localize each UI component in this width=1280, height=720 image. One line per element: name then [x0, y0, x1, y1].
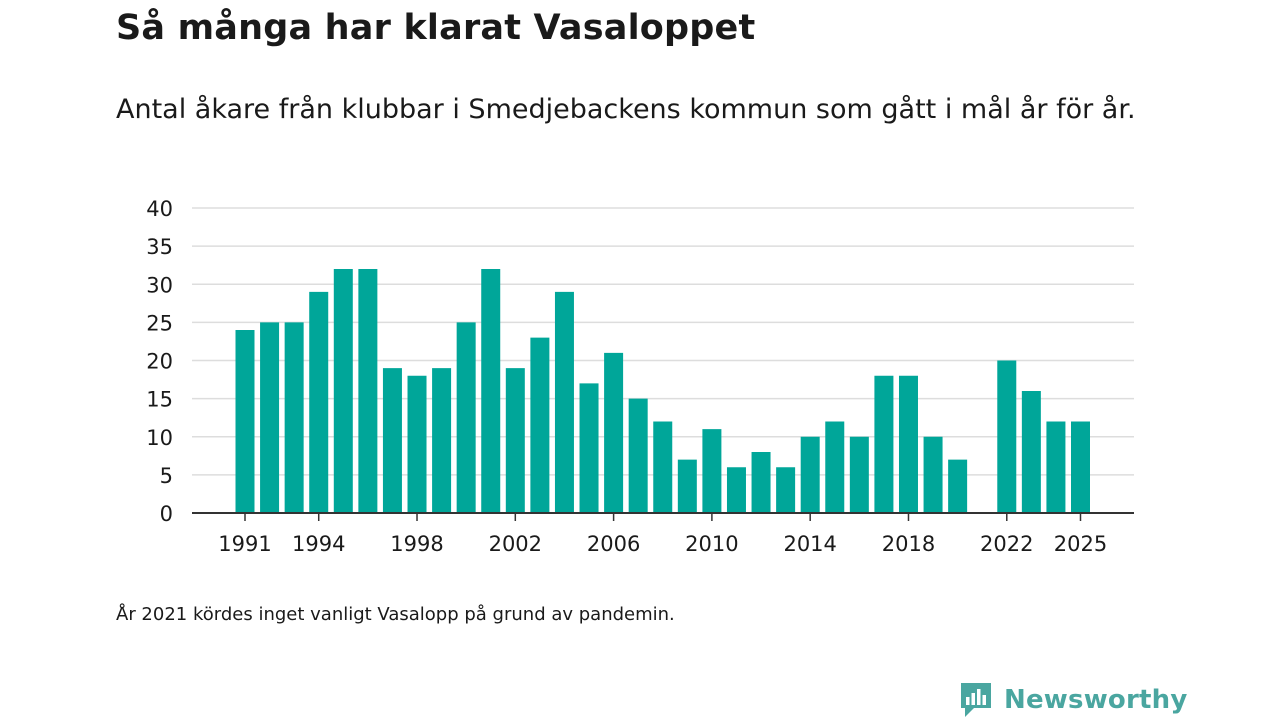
x-axis-ticks: 1991 1994 1998 2002 2006 2010 2014 2018 2022 2025 — [218, 513, 1107, 556]
bar: 2024: 12 — [1046, 421, 1066, 513]
bar: 2019: 10 — [923, 436, 943, 513]
bar: 2009: 7 — [677, 459, 697, 513]
x-tick-label: 2022 — [980, 532, 1033, 556]
bar: 2023: 16 — [1021, 391, 1041, 513]
bar: 2020: 7 — [948, 459, 968, 513]
bar: 2010: 11 — [702, 429, 722, 513]
bar: 2007: 15 — [628, 398, 648, 513]
bar: 2000: 25 — [456, 322, 476, 513]
bar: 1995: 32 — [333, 269, 353, 513]
bar: 2014: 10 — [800, 436, 820, 513]
bar: 1994: 29 — [309, 291, 329, 513]
bar: 1991: 24 — [235, 330, 255, 513]
y-tick-label: 15 — [146, 388, 173, 412]
bar: 2005: 17 — [579, 383, 599, 513]
newsworthy-logo-icon — [961, 683, 991, 717]
y-tick-label: 20 — [146, 350, 173, 374]
bar: 2003: 23 — [530, 337, 550, 513]
bar: 2011: 6 — [726, 467, 746, 513]
brand[interactable]: Newsworthy — [958, 680, 1187, 720]
x-tick-label: 1991 — [218, 532, 271, 556]
x-tick-label: 1994 — [292, 532, 345, 556]
y-tick-label: 5 — [160, 464, 173, 488]
bar: 2002: 19 — [505, 368, 525, 513]
bar: 1998: 18 — [407, 375, 427, 513]
bar: 2015: 12 — [825, 421, 845, 513]
bar: 2022: 20 — [997, 360, 1017, 513]
bar: 2013: 6 — [776, 467, 796, 513]
bar: 1993: 25 — [284, 322, 304, 513]
bar: 2004: 29 — [554, 291, 574, 513]
y-axis-ticks: 0 5 10 15 20 25 30 35 40 — [146, 197, 173, 526]
bars: 1991: 241992: 251993: 251994: 291995: 32… — [235, 269, 1090, 513]
x-tick-label: 2014 — [783, 532, 836, 556]
chart-subtitle: Antal åkare från klubbar i Smedjebackens… — [116, 94, 1136, 125]
bar: 2012: 8 — [751, 452, 771, 513]
y-tick-label: 10 — [146, 426, 173, 450]
y-tick-label: 25 — [146, 311, 173, 335]
bar: 2008: 12 — [653, 421, 673, 513]
chart-title: Så många har klarat Vasaloppet — [116, 8, 756, 48]
bar: 2001: 32 — [481, 269, 501, 513]
bar: 2016: 10 — [849, 436, 869, 513]
x-tick-label: 2002 — [489, 532, 542, 556]
x-tick-label: 2025 — [1054, 532, 1107, 556]
x-tick-label: 1998 — [390, 532, 443, 556]
footnote: År 2021 kördes inget vanligt Vasalopp på… — [116, 604, 675, 625]
bar: 1999: 19 — [432, 368, 452, 513]
brand-name: Newsworthy — [1004, 685, 1188, 715]
x-tick-label: 2006 — [587, 532, 640, 556]
y-tick-label: 35 — [146, 235, 173, 259]
bar: 2025: 12 — [1071, 421, 1090, 513]
bar: 1997: 19 — [382, 368, 402, 513]
y-tick-label: 40 — [146, 197, 173, 221]
bar: 2017: 18 — [874, 375, 894, 513]
y-tick-label: 0 — [160, 502, 173, 526]
y-tick-label: 30 — [146, 273, 173, 297]
x-tick-label: 2018 — [882, 532, 935, 556]
bar: 2018: 18 — [898, 375, 918, 513]
bar: 2006: 21 — [604, 352, 624, 513]
bar: 1992: 25 — [260, 322, 280, 513]
x-tick-label: 2010 — [685, 532, 738, 556]
bar: 1996: 32 — [358, 269, 378, 513]
